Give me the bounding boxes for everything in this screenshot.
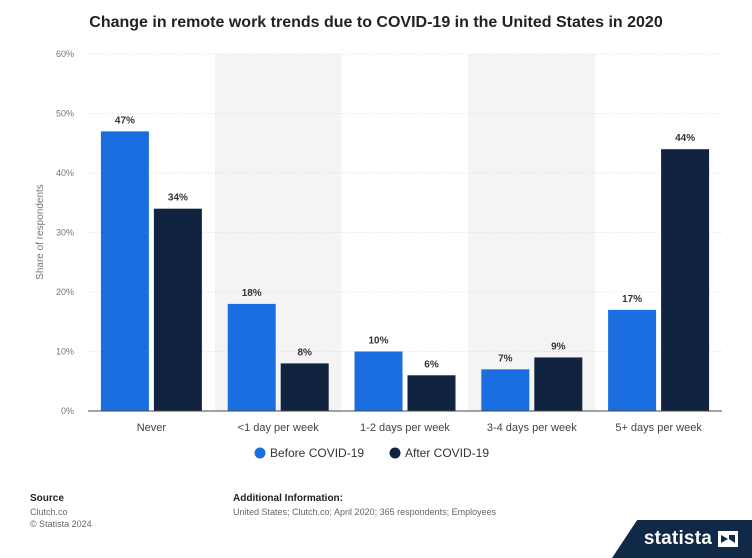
bar-after	[407, 375, 456, 411]
bar-after	[280, 363, 329, 411]
y-axis-label: Share of respondents	[35, 184, 46, 280]
y-axis-ticks: 0% 10% 20% 30% 40% 50% 60%	[56, 49, 74, 416]
legend-label[interactable]: After COVID-19	[405, 446, 489, 460]
y-tick-label: 30%	[56, 228, 74, 238]
additional-info-header: Additional Information:	[233, 493, 343, 504]
bar-before	[227, 303, 276, 411]
source-header: Source	[30, 493, 64, 504]
bar-value-label: 18%	[242, 288, 262, 299]
y-tick-label: 50%	[56, 109, 74, 119]
bar-before	[608, 309, 657, 411]
y-tick-label: 10%	[56, 347, 74, 357]
copyright-line: © Statista 2024	[30, 519, 92, 529]
bar-value-label: 7%	[498, 353, 513, 364]
source-block: Source Clutch.co © Statista 2024	[30, 493, 92, 530]
bar-value-label: 34%	[168, 193, 188, 204]
y-tick-label: 20%	[56, 287, 74, 297]
bar-after	[534, 357, 583, 411]
bar-value-label: 9%	[551, 341, 566, 352]
legend[interactable]: Before COVID-19 After COVID-19	[254, 446, 490, 460]
bar-after	[661, 149, 710, 411]
additional-info-block: Additional Information: United States; C…	[233, 493, 496, 518]
bar-value-label: 44%	[675, 133, 695, 144]
bar-before	[354, 351, 403, 411]
bar-value-label: 10%	[368, 336, 388, 347]
y-tick-label: 60%	[56, 49, 74, 59]
x-tick-label: 5+ days per week	[615, 422, 702, 434]
legend-label[interactable]: Before COVID-19	[270, 446, 364, 460]
bar-before	[100, 131, 149, 411]
bar-value-label: 6%	[424, 359, 439, 370]
additional-info-text: United States; Clutch.co; April 2020; 36…	[233, 507, 497, 517]
bar-chart: 0% 10% 20% 30% 40% 50% 60% Share of respondent…	[35, 49, 722, 460]
x-tick-label: <1 day per week	[238, 422, 320, 434]
statista-logo[interactable]: statista	[612, 520, 752, 558]
legend-marker-after	[389, 447, 401, 459]
bar-value-label: 47%	[115, 115, 135, 126]
x-tick-label: Never	[137, 422, 167, 434]
bars: 47% 34% 18% 8% 10% 6% 7% 9% 17% 44%	[100, 115, 710, 411]
statista-mark-icon	[718, 531, 738, 547]
x-axis-ticks: Never <1 day per week 1-2 days per week 3-4…	[137, 422, 703, 434]
legend-marker-before	[254, 447, 266, 459]
bar-value-label: 17%	[622, 294, 642, 305]
bar-after	[153, 208, 202, 411]
chart-title: Change in remote work trends due to COVI…	[89, 14, 663, 31]
y-tick-label: 40%	[56, 168, 74, 178]
x-tick-label: 3-4 days per week	[487, 422, 577, 434]
bar-value-label: 8%	[297, 347, 312, 358]
source-line[interactable]: Clutch.co	[30, 507, 68, 517]
x-tick-label: 1-2 days per week	[360, 422, 450, 434]
brand-name: statista	[643, 528, 712, 549]
y-tick-label: 0%	[61, 406, 74, 416]
bar-before	[481, 369, 530, 411]
